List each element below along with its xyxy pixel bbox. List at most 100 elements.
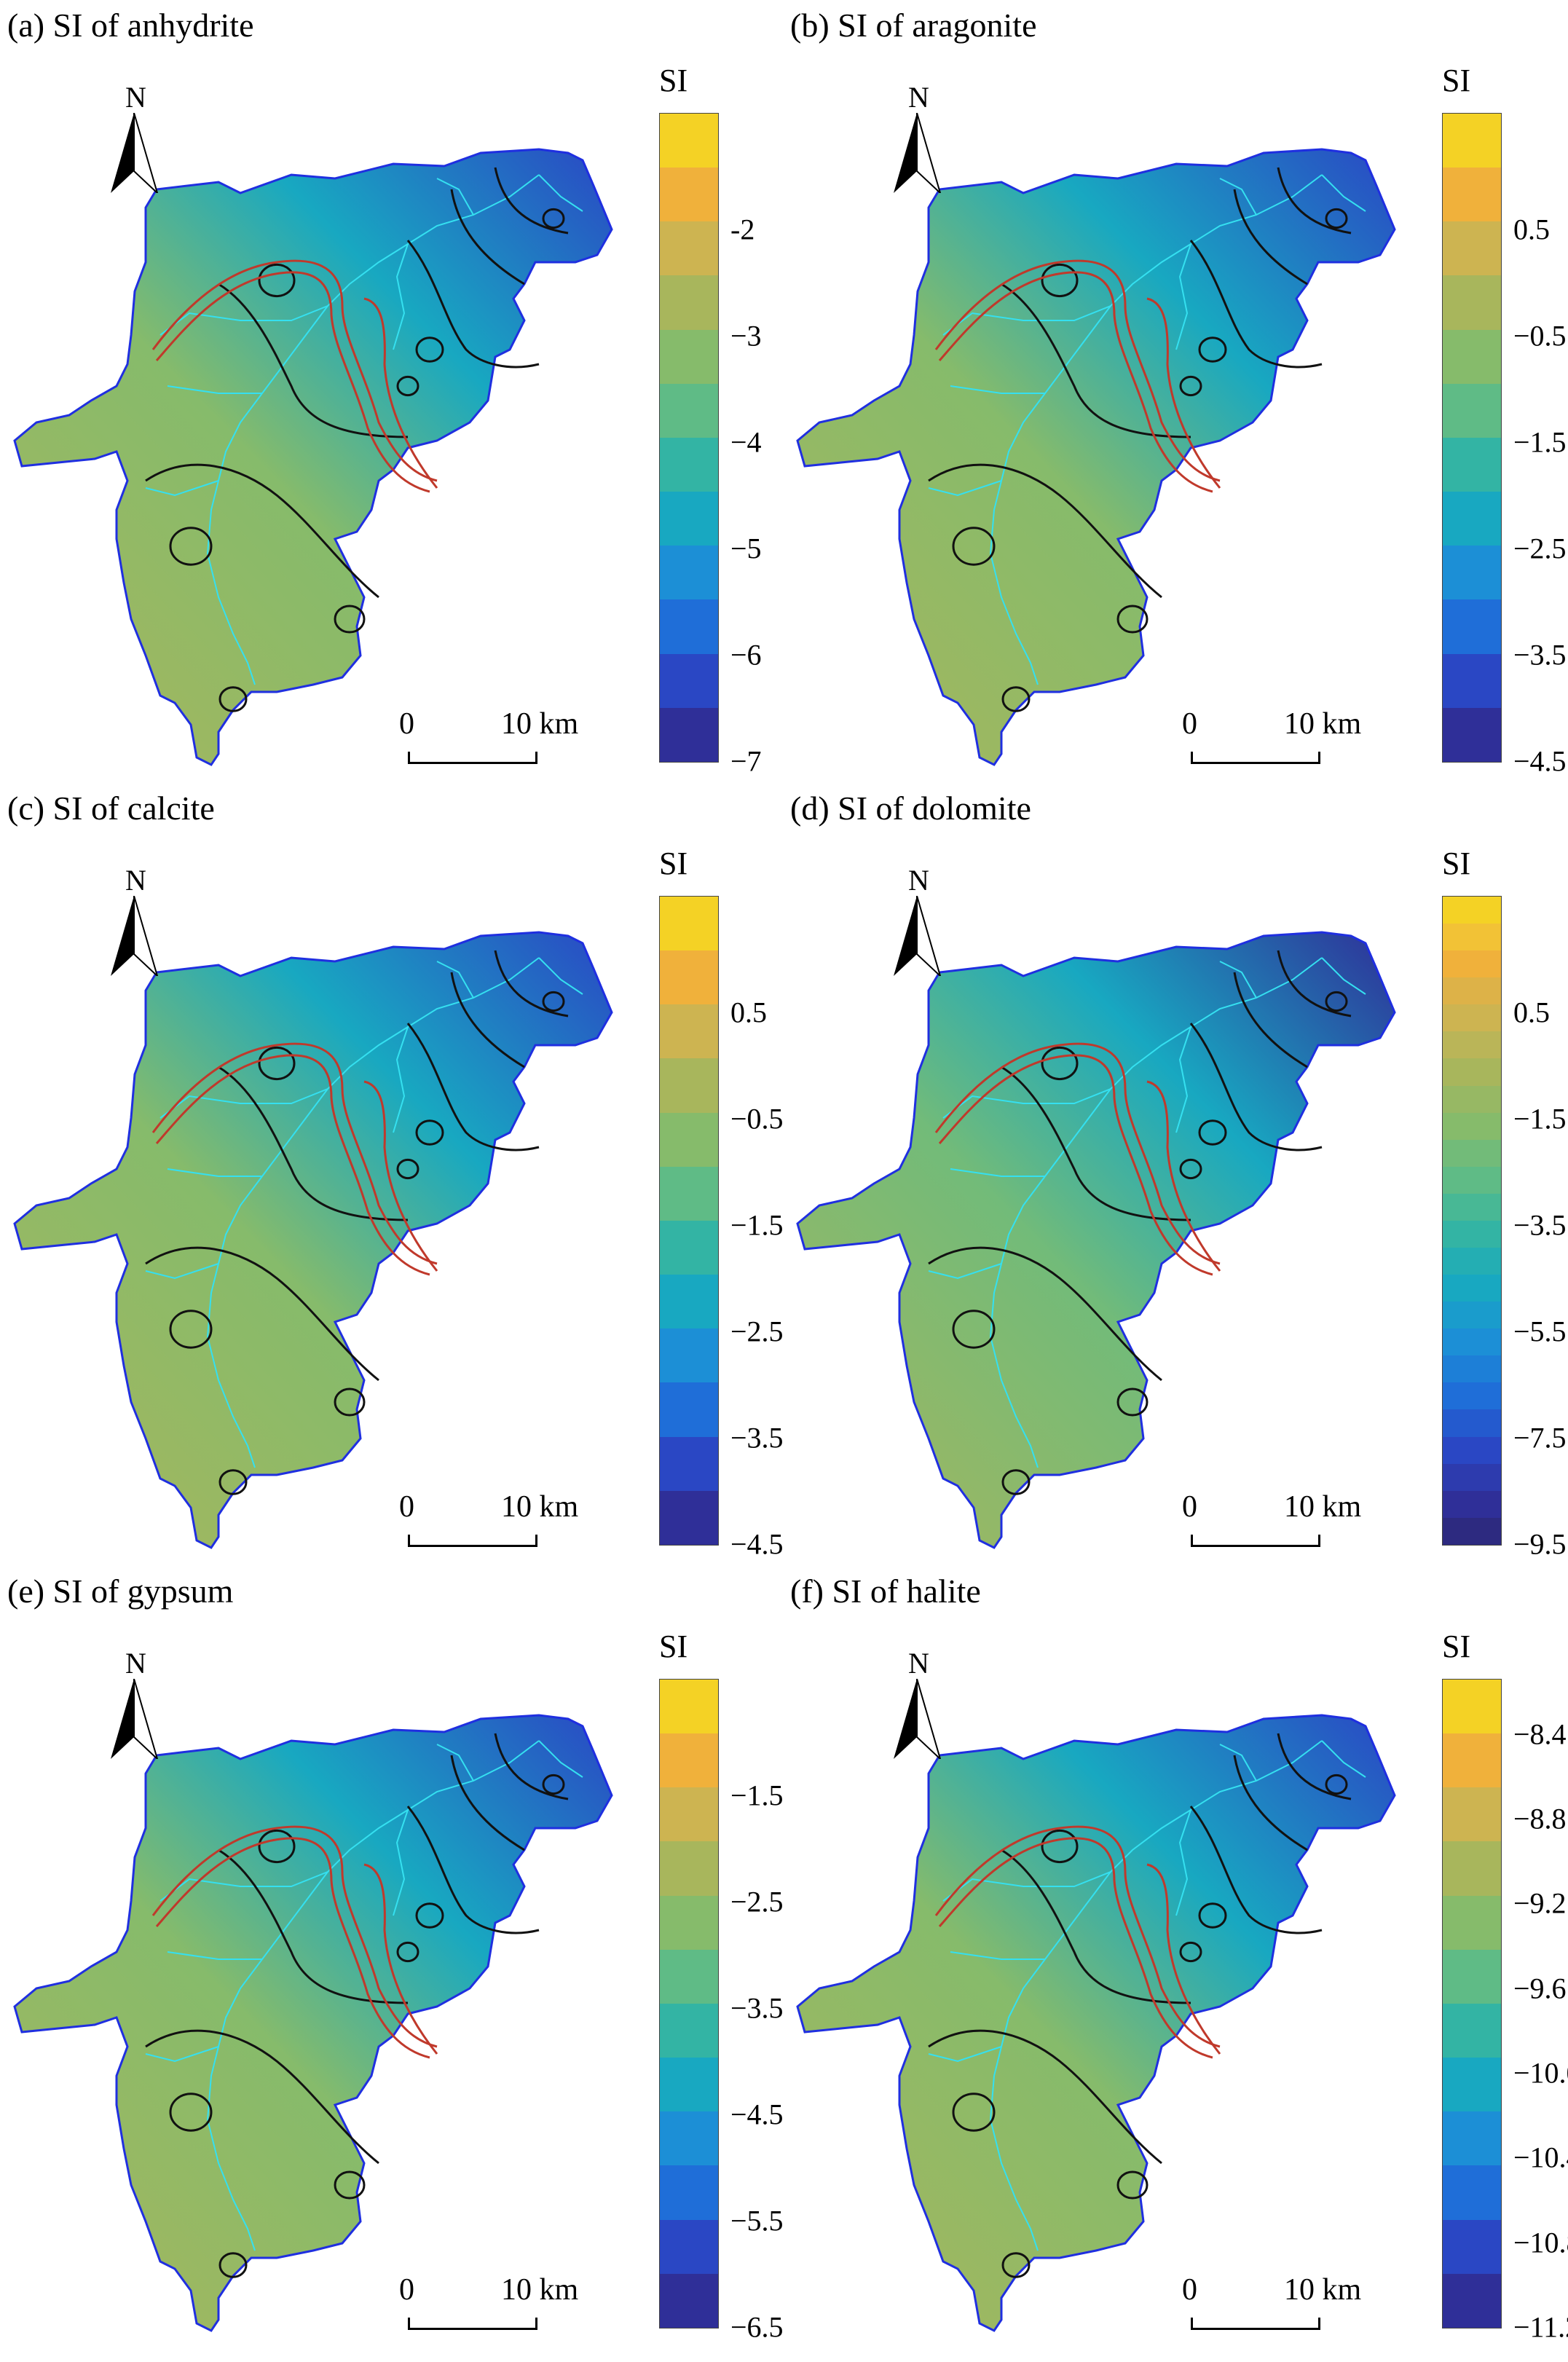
- river-5: [1321, 1740, 1366, 1778]
- legend-title: SI: [1442, 846, 1471, 881]
- contour-loop-3: [1001, 1469, 1031, 1495]
- legend-swatch: [1443, 1382, 1501, 1410]
- contour-loop-6: [542, 208, 565, 229]
- scale-line: [408, 1535, 537, 1547]
- red-boundary-0: [151, 1825, 438, 2048]
- legend-swatch: [1443, 168, 1501, 222]
- river-4: [928, 480, 1002, 497]
- legend-swatch: [660, 950, 718, 1005]
- river-0: [206, 957, 540, 1468]
- legend-tick-label: −3.5: [1513, 1208, 1567, 1242]
- legend-title: SI: [659, 846, 688, 881]
- contour-line-2: [1189, 1023, 1323, 1152]
- legend-swatch: [1443, 1193, 1501, 1221]
- contour-loop-4: [1179, 375, 1202, 397]
- basin-fill: [13, 148, 613, 766]
- map-panel-d: (d) SI of dolomite N 0 10 km SI 0.5 −1.5 −3.5 −5…: [783, 783, 1567, 1566]
- contour-loop-1: [952, 1310, 996, 1349]
- legend-tick-label: −4.5: [730, 2098, 784, 2131]
- legend-swatch: [1443, 1328, 1501, 1356]
- scale-label-end: 10 km: [1284, 2273, 1362, 2307]
- legend-tick-label: −7.5: [1513, 1421, 1567, 1454]
- scale-label-start: 0: [399, 2273, 414, 2307]
- legend-tick-label: −1.5: [730, 1208, 784, 1242]
- river-2: [159, 1871, 328, 1902]
- legend-swatch: [1443, 1031, 1501, 1059]
- contour-line-2: [1189, 1806, 1323, 1934]
- river-0: [989, 957, 1323, 1468]
- contour-loop-6: [1325, 208, 1348, 229]
- river-2: [942, 1088, 1111, 1119]
- map-panel-f: (f) SI of halite N 0 10 km SI −8.4 −8.8 −9.2 −9.…: [783, 1566, 1568, 2349]
- map-panel-c: (c) SI of calcite N 0 10 km SI 0.5 −0.5 −1.5 −2.…: [0, 783, 784, 1566]
- basin-map: [796, 1714, 1396, 2332]
- basin-map: [796, 931, 1396, 1549]
- legend-tick-label: −10.4: [1513, 2141, 1568, 2174]
- legend-swatch: [660, 114, 718, 168]
- legend-swatch: [1443, 1733, 1501, 1788]
- legend-swatch: [660, 2111, 718, 2166]
- legend-swatch: [1443, 1139, 1501, 1167]
- contour-line-1: [218, 283, 409, 438]
- basin-fill: [13, 931, 613, 1549]
- contour-line-0: [928, 1246, 1162, 1382]
- legend-tick-label: −2.5: [730, 1885, 784, 1918]
- legend-swatch: [660, 221, 718, 276]
- scale-label-start: 0: [399, 707, 414, 741]
- river-0: [206, 174, 540, 685]
- contour-line-0: [145, 1246, 379, 1382]
- river-3: [167, 1951, 262, 1960]
- legend-swatch: [1443, 275, 1501, 330]
- legend-swatch: [660, 2003, 718, 2058]
- legend-swatch: [660, 329, 718, 384]
- north-arrow-icon: [111, 896, 159, 976]
- legend-swatch: [660, 1841, 718, 1896]
- river-2: [159, 1088, 328, 1119]
- river-2: [159, 305, 328, 336]
- contour-line-0: [928, 2029, 1162, 2165]
- legend-swatch: [660, 2219, 718, 2274]
- contour-loop-0: [258, 1829, 296, 1864]
- red-boundary-1: [155, 1837, 430, 2059]
- contour-line-4: [1277, 1733, 1352, 1800]
- legend-swatch: [660, 2165, 718, 2220]
- red-boundary-1: [155, 271, 430, 493]
- contour-loop-5: [415, 1902, 444, 1929]
- legend-swatch: [1443, 1517, 1501, 1545]
- legend-swatch: [1443, 1949, 1501, 2004]
- basin-map: [796, 148, 1396, 766]
- legend-title: SI: [659, 63, 688, 98]
- river-0: [989, 1740, 1323, 2251]
- contour-line-0: [145, 463, 379, 599]
- basin-map: [13, 148, 613, 766]
- contour-loop-2: [334, 2170, 366, 2200]
- contour-line-1: [1001, 1849, 1191, 2004]
- legend-colorbar: [659, 1679, 719, 2328]
- legend-swatch: [660, 492, 718, 546]
- legend-swatch: [1443, 977, 1501, 1005]
- legend-swatch: [660, 653, 718, 708]
- legend-swatch: [1443, 2165, 1501, 2220]
- contour-line-1: [1001, 1066, 1191, 1221]
- contour-loop-1: [952, 527, 996, 566]
- legend-title: SI: [659, 1629, 688, 1664]
- river-1: [393, 1026, 409, 1133]
- legend-swatch: [660, 1166, 718, 1221]
- river-2: [942, 1871, 1111, 1902]
- north-label: N: [908, 864, 929, 897]
- river-3: [167, 385, 262, 394]
- legend-tick-label: −9.2: [1513, 1886, 1567, 1920]
- contour-line-4: [1277, 950, 1352, 1017]
- legend-tick-label: −2.5: [730, 1315, 784, 1348]
- contour-loop-3: [1001, 2252, 1031, 2278]
- contour-loop-3: [218, 2252, 248, 2278]
- legend-swatch: [1443, 1085, 1501, 1113]
- legend-tick-label: −1.5: [1513, 1102, 1567, 1135]
- legend-tick-label: −6.5: [730, 2310, 784, 2344]
- north-label: N: [908, 1647, 929, 1680]
- contour-loop-3: [218, 1469, 248, 1495]
- legend-swatch: [660, 1436, 718, 1491]
- legend-swatch: [1443, 1841, 1501, 1896]
- river-1: [1175, 1026, 1191, 1133]
- legend-tick-label: −3.5: [730, 1991, 784, 2025]
